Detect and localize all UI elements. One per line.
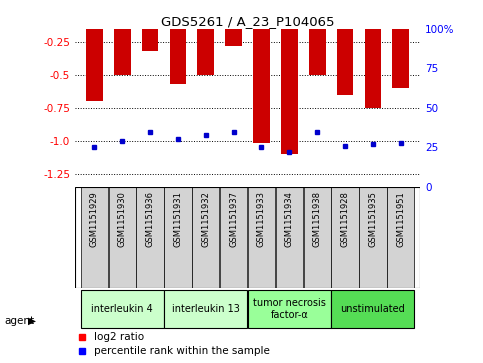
Text: GSM1151928: GSM1151928: [341, 191, 350, 247]
Text: unstimulated: unstimulated: [341, 304, 405, 314]
Text: log2 ratio: log2 ratio: [94, 332, 144, 342]
Text: interleukin 13: interleukin 13: [172, 304, 240, 314]
Text: agent: agent: [5, 316, 35, 326]
Text: GSM1151930: GSM1151930: [118, 191, 127, 247]
Text: ▶: ▶: [28, 316, 36, 326]
Bar: [276, 187, 303, 288]
Text: GSM1151936: GSM1151936: [145, 191, 155, 247]
Bar: [170, 29, 186, 84]
Bar: [253, 29, 270, 143]
Bar: [109, 187, 136, 288]
Text: tumor necrosis
factor-α: tumor necrosis factor-α: [253, 298, 326, 320]
Text: GSM1151932: GSM1151932: [201, 191, 210, 247]
Text: GSM1151935: GSM1151935: [369, 191, 377, 247]
Text: GSM1151931: GSM1151931: [173, 191, 183, 247]
Bar: [331, 187, 359, 288]
Text: GSM1151938: GSM1151938: [313, 191, 322, 247]
Bar: [387, 187, 414, 288]
Bar: [220, 187, 247, 288]
Bar: [136, 187, 164, 288]
Bar: [164, 187, 192, 288]
Bar: [365, 29, 381, 108]
Bar: [81, 290, 164, 328]
Text: interleukin 4: interleukin 4: [91, 304, 153, 314]
Bar: [337, 29, 354, 95]
Bar: [331, 290, 414, 328]
Title: GDS5261 / A_23_P104065: GDS5261 / A_23_P104065: [161, 15, 334, 28]
Bar: [142, 29, 158, 52]
Bar: [86, 29, 103, 101]
Bar: [248, 290, 331, 328]
Text: percentile rank within the sample: percentile rank within the sample: [94, 346, 270, 356]
Bar: [198, 29, 214, 75]
Text: GSM1151933: GSM1151933: [257, 191, 266, 247]
Bar: [392, 29, 409, 88]
Bar: [192, 187, 219, 288]
Text: GSM1151934: GSM1151934: [285, 191, 294, 247]
Bar: [225, 29, 242, 46]
Text: GSM1151929: GSM1151929: [90, 191, 99, 246]
Bar: [359, 187, 386, 288]
Bar: [281, 29, 298, 154]
Text: GSM1151951: GSM1151951: [396, 191, 405, 246]
Bar: [114, 29, 130, 75]
Bar: [303, 187, 331, 288]
Bar: [164, 290, 247, 328]
Bar: [309, 29, 326, 75]
Bar: [81, 187, 108, 288]
Text: GSM1151937: GSM1151937: [229, 191, 238, 247]
Bar: [248, 187, 275, 288]
